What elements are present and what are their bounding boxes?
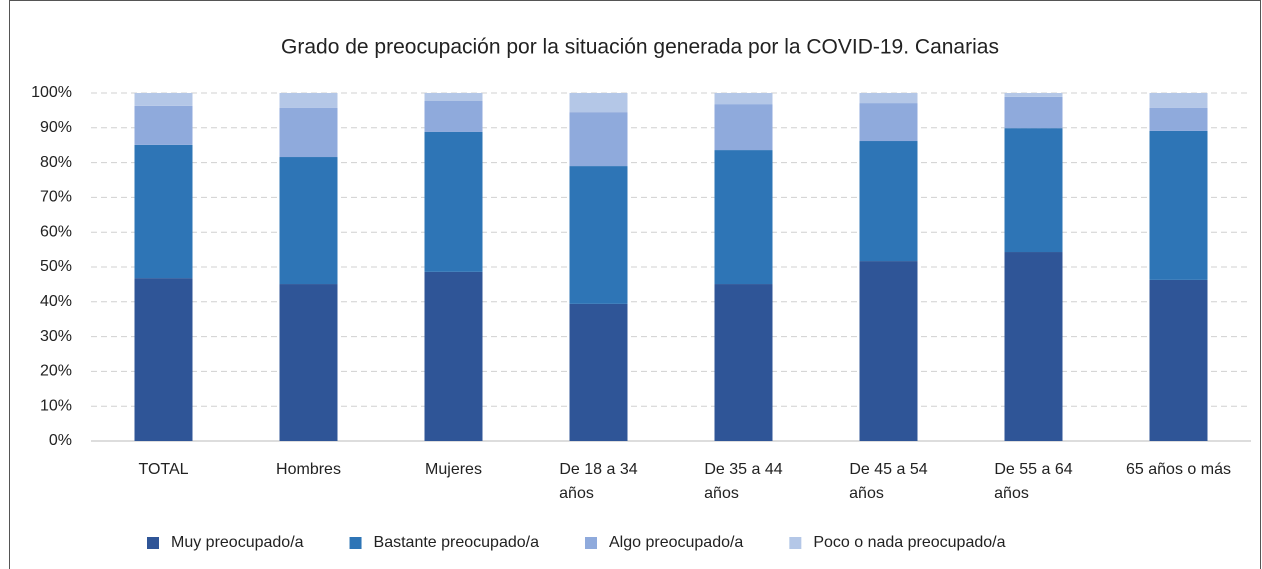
y-tick-label: 70% [40, 189, 72, 206]
bar-segment [279, 157, 338, 285]
x-tick-label: De 18 a 34 años [559, 461, 638, 502]
y-tick-label: 20% [40, 363, 72, 380]
x-tick-line: De 35 a 44 [704, 461, 782, 478]
bar-segment [279, 107, 338, 158]
x-tick-line: De 18 a 34 [559, 461, 637, 478]
x-tick-label: 65 años o más [1126, 461, 1231, 478]
bar-segment [1149, 130, 1208, 280]
x-tick-label: De 45 a 54 años [849, 461, 928, 502]
bar-segment [134, 144, 193, 279]
legend-label: Muy preocupado/a [171, 534, 304, 551]
y-tick-label: 100% [31, 84, 72, 101]
bar-segment [134, 278, 193, 441]
bar-segment [424, 271, 483, 441]
y-tick-label: 80% [40, 154, 72, 171]
y-tick-label: 0% [49, 432, 72, 449]
bar-segment [1004, 252, 1063, 441]
legend-swatch [585, 537, 597, 549]
bar-segment [859, 93, 918, 104]
bar-segment [1004, 96, 1063, 129]
legend-label: Poco o nada preocupado/a [813, 534, 1005, 551]
x-tick-line: De 45 a 54 [849, 461, 927, 478]
bar-segment [424, 101, 483, 132]
x-tick-label: Mujeres [425, 461, 482, 478]
bar-segment [714, 93, 773, 105]
bar-segment [1149, 93, 1208, 108]
bar-segment [134, 93, 193, 106]
y-tick-label: 10% [40, 397, 72, 414]
bar-segment [859, 103, 918, 142]
bar-segment [859, 261, 918, 441]
legend-label: Algo preocupado/a [609, 534, 743, 551]
bar-segment [424, 131, 483, 272]
bar-segment [859, 141, 918, 262]
x-tick-line: años [704, 485, 739, 502]
x-tick-label: De 35 a 44 años [704, 461, 783, 502]
bar-segment [569, 93, 628, 113]
bar-segment [569, 112, 628, 167]
legend-swatch [147, 537, 159, 549]
bar-segment [279, 284, 338, 441]
y-tick-label: 30% [40, 328, 72, 345]
x-tick-label: TOTAL [138, 461, 188, 478]
x-tick-label: De 55 a 64 años [994, 461, 1073, 502]
y-tick-label: 90% [40, 119, 72, 136]
bar-segment [424, 93, 483, 102]
x-tick-label: Hombres [276, 461, 341, 478]
legend-swatch [789, 537, 802, 549]
x-tick-line: años [849, 485, 884, 502]
bar-segment [134, 105, 193, 145]
bar-segment [1149, 107, 1208, 131]
bar-segment [569, 166, 628, 304]
y-tick-label: 40% [40, 293, 72, 310]
bar-segment [714, 284, 773, 441]
x-tick-line: De 55 a 64 [994, 461, 1072, 478]
chart-title: Grado de preocupación por la situación g… [281, 36, 999, 59]
legend-swatch [349, 537, 362, 549]
bar-segment [1149, 279, 1208, 441]
legend-label: Bastante preocupado/a [374, 534, 540, 551]
chart-frame [9, 0, 1261, 569]
x-tick-line: años [559, 485, 594, 502]
bar-segment [714, 104, 773, 151]
x-tick-line: años [994, 485, 1029, 502]
bar-segment [1004, 93, 1063, 97]
y-tick-label: 50% [40, 258, 72, 275]
bar-segment [279, 93, 338, 108]
y-tick-label: 60% [40, 223, 72, 240]
bar-segment [714, 150, 773, 285]
bar-segment [1004, 128, 1063, 253]
bar-segment [569, 303, 628, 441]
